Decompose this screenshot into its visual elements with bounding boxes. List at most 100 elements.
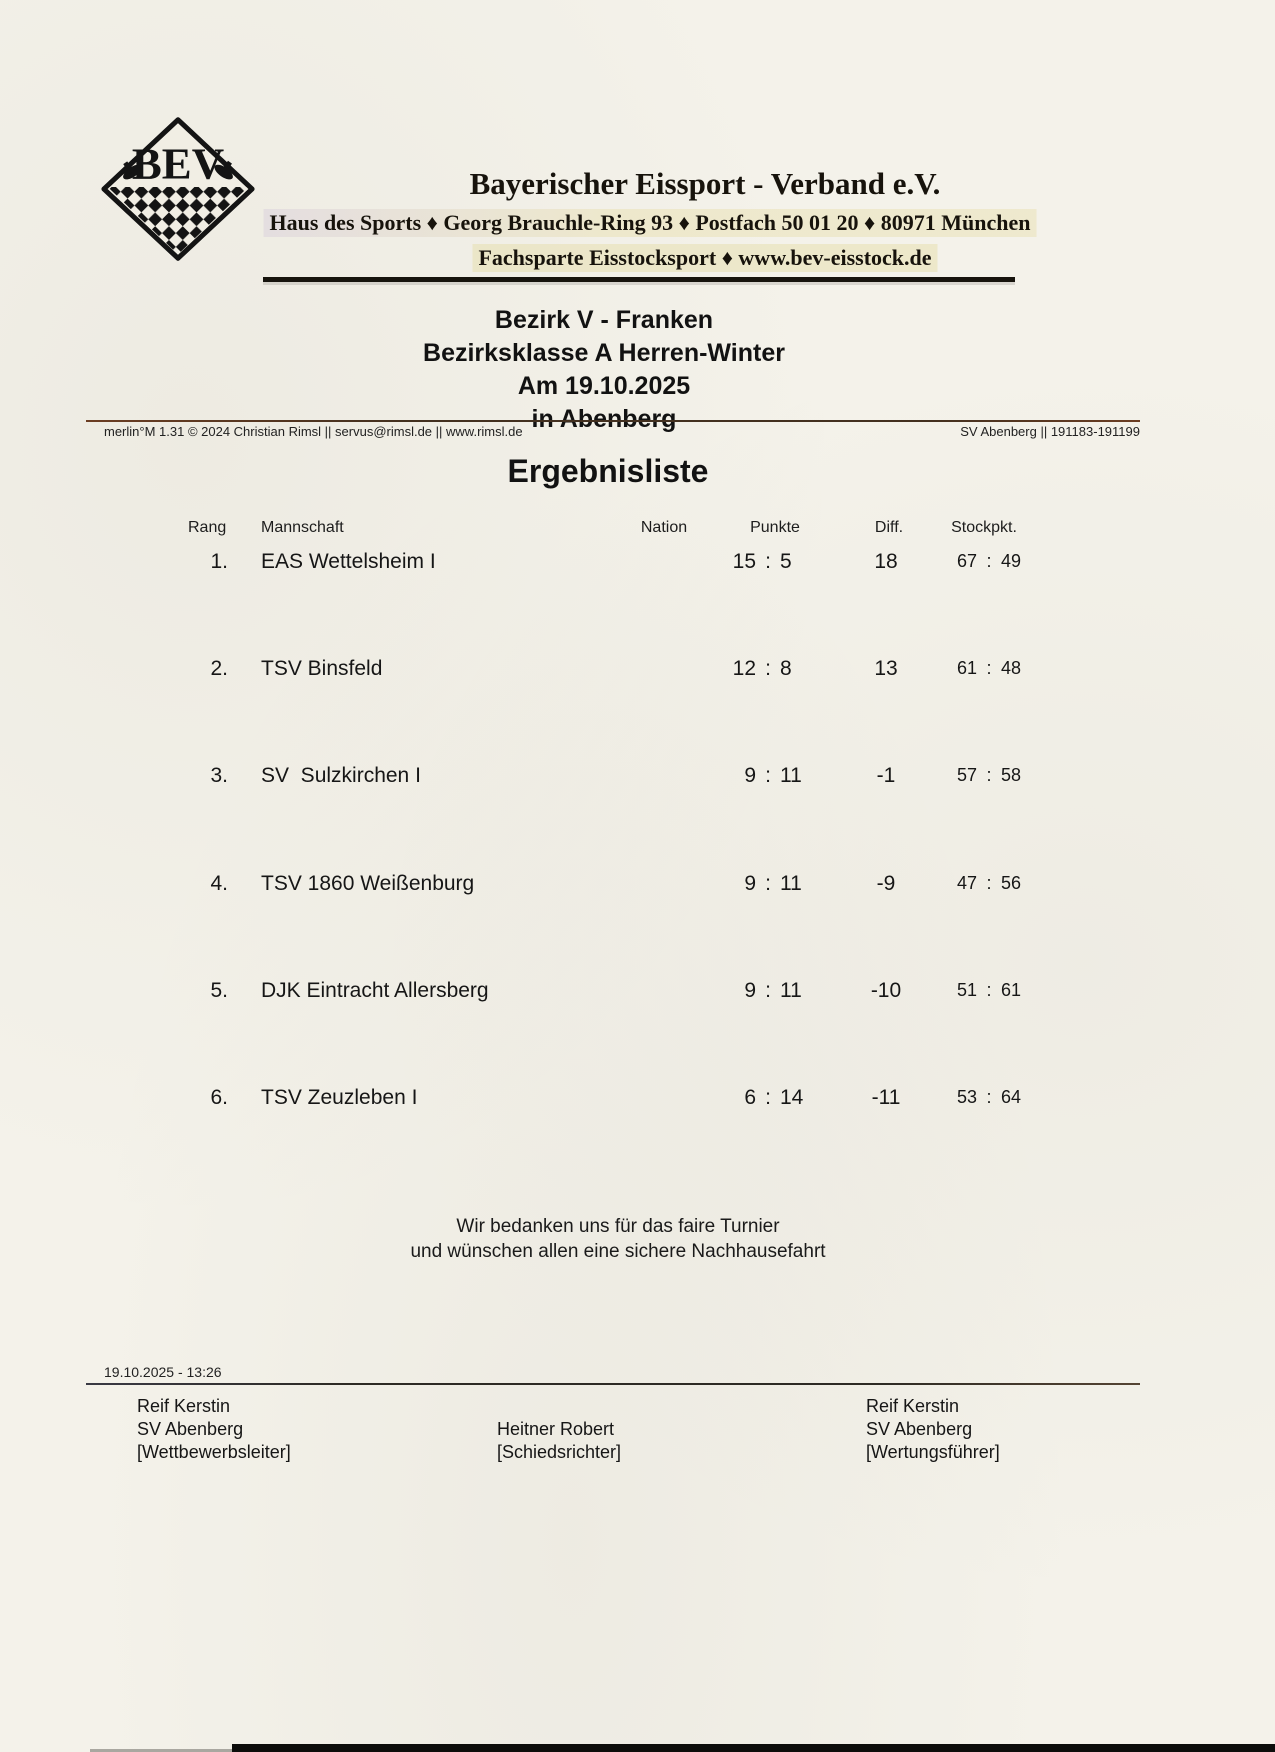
stockpoints-cell: 57 : 58 <box>937 764 1041 786</box>
stockpoints-separator: : <box>986 1086 992 1107</box>
rank-cell: 5. <box>210 978 228 1002</box>
team-cell: TSV Zeuzleben I <box>261 1085 418 1109</box>
points-against: 11 <box>780 871 802 895</box>
stockpoints-separator: : <box>986 765 992 786</box>
footer-rule <box>86 1383 1140 1385</box>
points-separator: : <box>765 657 771 681</box>
logo-lozenge-pattern <box>107 187 249 255</box>
points-for: 15 <box>732 550 756 573</box>
points-cell: 9 : 11 <box>708 872 828 896</box>
stockpoints-for: 67 <box>956 551 977 571</box>
diff-cell: -9 <box>876 871 896 895</box>
eisstock-icon-right <box>214 160 233 180</box>
points-against: 11 <box>780 978 802 1002</box>
column-header-stockpoints: Stockpkt. <box>951 519 1017 536</box>
points-cell: 15 : 5 <box>708 550 828 574</box>
points-against: 8 <box>780 657 792 681</box>
signature-line: SV Abenberg <box>866 1419 973 1439</box>
header-rule <box>263 277 1015 282</box>
team-cell: EAS Wettelsheim I <box>261 550 436 573</box>
signature-competition-director: Reif Kerstin SV Abenberg [Wettbewerbslei… <box>137 1396 291 1465</box>
table-row: 5. DJK Eintracht Allersberg 9 : 11 -10 5… <box>0 979 1275 1086</box>
signature-line: [Wertungsführer] <box>866 1442 1000 1462</box>
points-separator: : <box>765 871 771 895</box>
column-header-points: Punkte <box>750 519 800 536</box>
signature-line: [Schiedsrichter] <box>497 1442 622 1462</box>
results-rows: 1. EAS Wettelsheim I 15 : 5 18 67 : 49 2… <box>0 550 1275 1193</box>
rank-cell: 1. <box>210 550 228 573</box>
stockpoints-for: 53 <box>956 1086 977 1107</box>
stockpoints-separator: : <box>986 658 992 679</box>
points-cell: 12 : 8 <box>708 657 828 681</box>
stockpoints-cell: 51 : 61 <box>937 979 1041 1001</box>
stockpoints-for: 51 <box>956 979 977 1000</box>
team-cell: DJK Eintracht Allersberg <box>261 978 489 1002</box>
stockpoints-cell: 67 : 49 <box>937 550 1041 572</box>
points-separator: : <box>765 978 771 1002</box>
stockpoints-for: 61 <box>956 658 977 679</box>
signature-line: [Wettbewerbsleiter] <box>137 1442 291 1462</box>
table-row: 1. EAS Wettelsheim I 15 : 5 18 67 : 49 <box>0 550 1275 657</box>
event-league: Bezirksklasse A Herren-Winter <box>423 339 785 367</box>
points-cell: 9 : 11 <box>708 979 828 1003</box>
signature-line: Reif Kerstin <box>866 1396 960 1416</box>
signature-line <box>497 1396 621 1419</box>
stockpoints-against: 64 <box>1001 1086 1022 1107</box>
rank-cell: 3. <box>210 764 228 788</box>
stockpoints-against: 49 <box>1001 551 1022 571</box>
diff-cell: -10 <box>870 978 902 1002</box>
rank-cell: 4. <box>210 871 228 895</box>
rank-cell: 6. <box>210 1085 228 1109</box>
points-separator: : <box>765 764 771 788</box>
rank-cell: 2. <box>210 657 228 681</box>
software-credit: merlin°M 1.31 © 2024 Christian Rimsl || … <box>104 424 523 439</box>
stockpoints-cell: 61 : 48 <box>937 657 1041 679</box>
org-address: Haus des Sports ♦ Georg Brauchle-Ring 93… <box>263 209 1037 237</box>
stockpoints-against: 48 <box>1001 658 1022 679</box>
event-reference: SV Abenberg || 191183-191199 <box>960 424 1140 439</box>
diff-cell: -1 <box>876 764 896 788</box>
signature-referee: Heitner Robert [Schiedsrichter] <box>497 1396 621 1465</box>
column-header-diff: Diff. <box>874 519 904 536</box>
points-against: 14 <box>780 1085 804 1109</box>
points-for: 9 <box>744 764 756 788</box>
signature-line: SV Abenberg <box>137 1419 244 1439</box>
table-row: 2. TSV Binsfeld 12 : 8 13 61 : 48 <box>0 657 1275 764</box>
event-location: in Abenberg <box>531 405 677 433</box>
table-row: 6. TSV Zeuzleben I 6 : 14 -11 53 : 64 <box>0 1086 1275 1193</box>
points-for: 9 <box>744 871 756 895</box>
print-timestamp: 19.10.2025 - 13:26 <box>104 1364 222 1380</box>
points-cell: 6 : 14 <box>708 1086 828 1110</box>
bev-logo: BEV <box>101 117 255 261</box>
org-name: Bayerischer Eissport - Verband e.V. <box>469 166 941 201</box>
stockpoints-separator: : <box>986 979 992 1000</box>
eisstock-icon-left <box>123 161 142 180</box>
table-row: 3. SV Sulzkirchen I 9 : 11 -1 57 : 58 <box>0 764 1275 871</box>
points-against: 5 <box>780 550 792 573</box>
points-for: 6 <box>744 1085 756 1109</box>
stockpoints-cell: 47 : 56 <box>937 872 1041 894</box>
logo-text: BEV <box>132 138 224 188</box>
stockpoints-for: 57 <box>956 765 977 786</box>
results-title: Ergebnisliste <box>507 453 709 489</box>
signature-scorer: Reif Kerstin SV Abenberg [Wertungsführer… <box>866 1396 1000 1465</box>
column-header-nation: Nation <box>640 519 688 536</box>
stockpoints-against: 58 <box>1001 765 1022 786</box>
signature-line: Heitner Robert <box>497 1419 615 1439</box>
points-for: 9 <box>744 978 756 1002</box>
event-region: Bezirk V - Franken <box>494 306 714 334</box>
team-cell: TSV Binsfeld <box>261 657 383 681</box>
stockpoints-separator: : <box>986 551 992 571</box>
column-header-team: Mannschaft <box>261 519 344 536</box>
meta-rule <box>86 420 1140 422</box>
stockpoints-against: 56 <box>1001 872 1022 893</box>
points-for: 12 <box>732 657 756 681</box>
signature-line: Reif Kerstin <box>137 1396 231 1416</box>
points-separator: : <box>765 550 771 573</box>
table-row: 4. TSV 1860 Weißenburg 9 : 11 -9 47 : 56 <box>0 872 1275 979</box>
team-cell: TSV 1860 Weißenburg <box>261 871 475 895</box>
scan-edge-dark <box>232 1744 1275 1752</box>
stockpoints-against: 61 <box>1001 979 1022 1000</box>
event-date: Am 19.10.2025 <box>517 372 691 400</box>
